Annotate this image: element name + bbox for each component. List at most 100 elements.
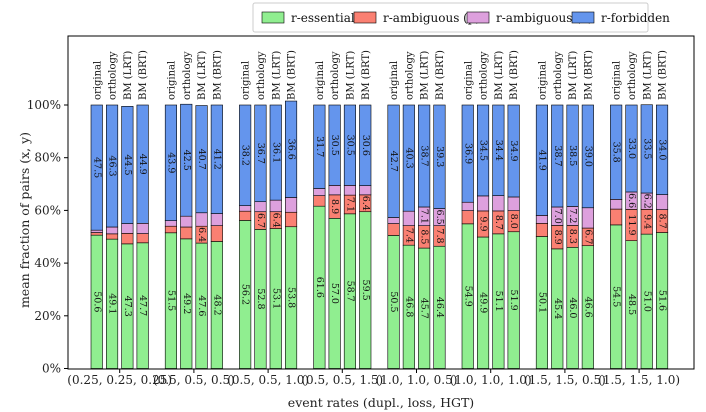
bar-segment-r-ambiguous-a — [402, 210, 415, 226]
bar-segment-r-forbidden — [239, 104, 252, 206]
bar-segment-r-forbidden — [461, 104, 474, 203]
bar-segment-r-ambiguous-p — [610, 208, 623, 226]
bar-value-label: 50.6 — [91, 291, 102, 312]
bar-segment-r-forbidden — [313, 104, 326, 189]
bar-value-label: 43.9 — [165, 152, 176, 173]
method-label: BM (BRT) — [658, 50, 669, 100]
plot-frame — [67, 35, 695, 370]
legend-box — [252, 2, 649, 33]
bar-segment-r-ambiguous-a — [655, 194, 669, 210]
bar-value-label: 44.5 — [122, 154, 133, 175]
bar-value-label: 6.2 — [641, 194, 652, 209]
x-tick-label: (0.5, 0.5, 0.5) — [153, 373, 235, 387]
method-label: BM (LRT) — [197, 51, 208, 100]
bar-segment-r-ambiguous-a — [136, 223, 149, 234]
bar-value-label: 49.2 — [181, 293, 192, 314]
bar-value-label: 38.2 — [240, 145, 251, 166]
bar-segment-r-ambiguous-a — [507, 196, 520, 211]
bar-value-label: 58.7 — [344, 281, 355, 302]
method-label: original — [463, 61, 474, 100]
bar-segment-r-ambiguous-p — [121, 233, 134, 245]
bar-group: 51.5 43.9 original 49.2 42.5 orthology 47.6 6.4… — [164, 50, 223, 369]
bar-segment-r-ambiguous-p — [239, 210, 252, 221]
bar-value-label: 30.5 — [344, 135, 355, 156]
bar-segment-r-forbidden — [269, 104, 282, 201]
bar-value-label: 53.8 — [286, 287, 297, 308]
bar-value-label: 41.9 — [536, 150, 547, 171]
x-tick-label: (1.0, 1.0, 0.5) — [376, 373, 458, 387]
bar-segment-r-ambiguous-p — [106, 233, 119, 240]
bar-value-label: 45.4 — [552, 298, 563, 319]
bar-value-label: 59.5 — [360, 280, 371, 301]
bar-value-label: 38.5 — [567, 145, 578, 166]
bar-value-label: 46.6 — [582, 297, 593, 318]
y-tick-label: 100% — [27, 98, 61, 112]
bar-segment-r-forbidden — [343, 104, 357, 186]
y-tick-label: 40% — [34, 256, 61, 270]
method-label: original — [166, 61, 177, 100]
bar-segment-r-ambiguous-a — [239, 205, 252, 212]
bar-group: 54.9 36.9 original 49.9 9.9 34.5 orthology 51.1… — [461, 50, 520, 369]
bar-value-label: 9.9 — [478, 216, 489, 231]
method-label: orthology — [256, 51, 267, 100]
bar-value-label: 31.7 — [314, 136, 325, 157]
bar-segment-r-forbidden — [535, 104, 549, 216]
bar-value-label: 6.5 — [434, 210, 445, 225]
x-axis: (0.25, 0.25, 0.25)(0.5, 0.5, 0.5)(0.5, 0… — [67, 369, 680, 387]
method-label: BM (LRT) — [568, 51, 579, 100]
bar-segment-r-forbidden — [284, 100, 298, 198]
bar-value-label: 49.9 — [478, 292, 489, 313]
bar-group: 50.1 41.9 original 45.4 8.9 7.0 38.7 orthology 4… — [535, 50, 594, 369]
y-axis: 0% 20% 40% 60% 80% 100% — [27, 98, 68, 376]
legend-label: r-ambiguous (a) — [496, 11, 593, 25]
bar-value-label: 30.5 — [329, 135, 340, 156]
bar-segment-r-forbidden — [90, 104, 103, 231]
x-tick-label: (1.5, 1.5, 0.5) — [524, 373, 606, 387]
bar-segment-r-ambiguous-a — [610, 199, 623, 210]
bar-value-label: 51.0 — [641, 291, 652, 312]
bar-value-label: 57.0 — [329, 283, 340, 304]
y-tick-label: 20% — [34, 309, 61, 323]
bar-segment-r-forbidden — [551, 104, 564, 208]
bar-segment-r-ambiguous-a — [387, 217, 400, 224]
bar-value-label: 54.5 — [611, 286, 622, 307]
method-label: original — [92, 61, 103, 100]
bar-value-label: 7.0 — [552, 209, 563, 224]
bar-segment-r-forbidden — [387, 104, 400, 218]
bar-value-label: 30.6 — [360, 135, 371, 156]
bar-value-label: 52.8 — [255, 288, 266, 309]
bar-group: 50.6 47.5 original 49.1 46.3 orthology 47.3 44.… — [90, 50, 149, 369]
bar-value-label: 36.6 — [286, 139, 297, 160]
bar-segment-r-ambiguous-a — [90, 229, 103, 233]
bar-value-label: 8.3 — [567, 229, 578, 244]
method-label: original — [612, 61, 623, 100]
bar-segment-r-forbidden — [195, 105, 208, 214]
bar-segment-r-ambiguous-p — [313, 195, 326, 207]
bar-value-label: 48.5 — [626, 294, 637, 315]
legend-label: r-forbidden — [601, 11, 670, 25]
legend-label: r-essential — [291, 11, 355, 25]
bar-segment-r-ambiguous-p — [164, 225, 177, 234]
bar-value-label: 38.7 — [552, 145, 563, 166]
method-label: orthology — [479, 51, 490, 100]
x-tick-label: (1.5, 1.5, 1.0) — [598, 373, 680, 387]
bar-value-label: 56.2 — [240, 284, 251, 305]
bar-value-label: 8.9 — [552, 230, 563, 245]
bar-segment-r-ambiguous-a — [269, 199, 282, 213]
bar-segment-r-ambiguous-a — [106, 226, 119, 235]
bar-value-label: 40.7 — [196, 149, 207, 170]
method-label: original — [241, 61, 252, 100]
bar-value-label: 42.5 — [181, 150, 192, 171]
bar-value-label: 61.6 — [314, 277, 325, 298]
method-label: orthology — [108, 51, 119, 100]
bar-value-label: 50.1 — [536, 292, 547, 313]
method-label: BM (BRT) — [138, 50, 149, 100]
bar-value-label: 46.4 — [434, 297, 445, 318]
y-tick-label: 60% — [34, 203, 61, 217]
method-label: BM (LRT) — [420, 51, 431, 100]
bar-segment-r-ambiguous-a — [461, 201, 474, 211]
bar-value-label: 35.8 — [611, 142, 622, 163]
bar-segment-r-forbidden — [492, 104, 505, 196]
method-label: BM (BRT) — [361, 50, 372, 100]
bar-segment-r-ambiguous-a — [180, 215, 193, 228]
